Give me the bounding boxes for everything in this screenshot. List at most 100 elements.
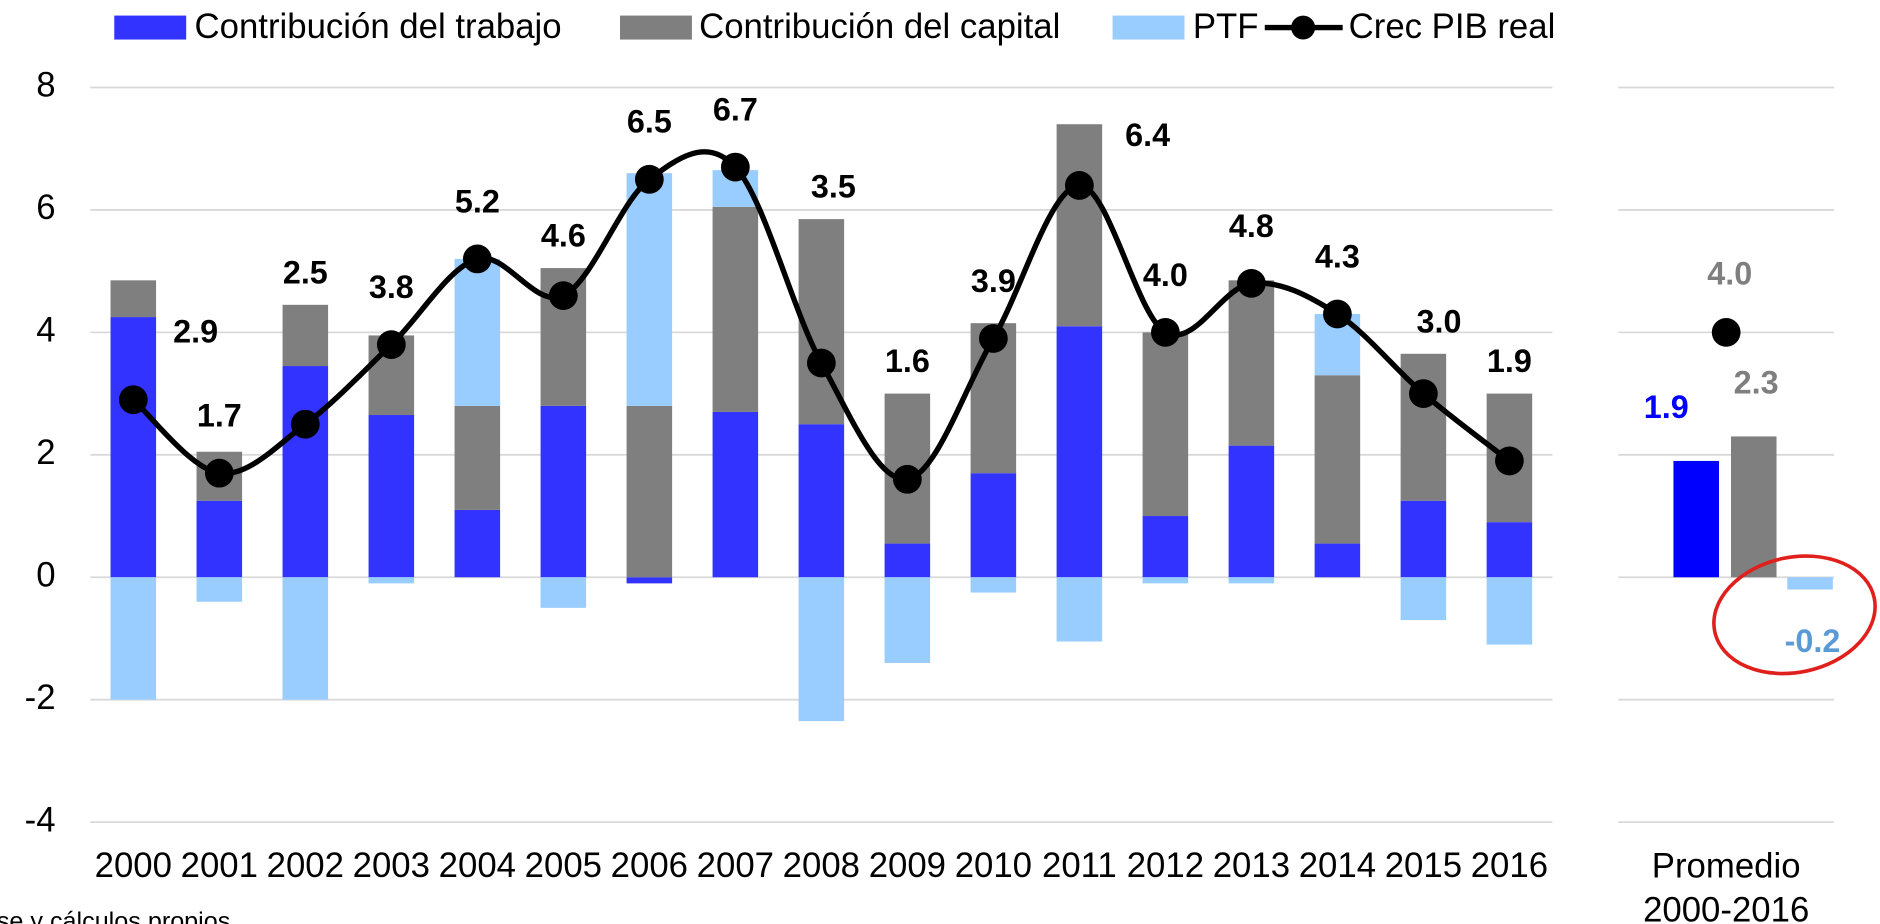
line-point xyxy=(1237,269,1266,298)
line-point xyxy=(978,324,1008,353)
x-tick-label: 2002 xyxy=(267,847,344,885)
data-label: 1.7 xyxy=(197,398,242,434)
y-tick-label: -4 xyxy=(25,801,56,839)
line-point xyxy=(1495,446,1524,476)
bar-segment xyxy=(1314,543,1361,578)
x-tick-label: 2011 xyxy=(1042,847,1117,885)
bar-segment xyxy=(884,577,931,663)
bar-segment xyxy=(110,280,157,318)
data-label: 1.9 xyxy=(1487,343,1532,379)
x-tick-label: 2003 xyxy=(353,847,430,885)
data-label: 6.4 xyxy=(1125,117,1170,153)
bar-segment xyxy=(798,424,845,578)
bar-segment xyxy=(540,405,587,578)
line-point xyxy=(1150,317,1180,347)
bar-segment xyxy=(1056,577,1103,642)
bar-segment xyxy=(368,577,415,584)
bar-segment xyxy=(454,258,501,406)
y-tick-label: 2 xyxy=(36,434,55,472)
highlight-circle xyxy=(1712,554,1877,676)
data-label: 1.6 xyxy=(885,343,930,379)
data-label: 4.8 xyxy=(1229,208,1274,244)
legend-swatch xyxy=(620,15,692,40)
bar-segment xyxy=(454,509,501,578)
data-label: 2.3 xyxy=(1734,364,1779,400)
data-label: 3.5 xyxy=(811,169,856,205)
legend-swatch xyxy=(114,15,187,40)
bar-segment xyxy=(1486,522,1533,578)
legend-label: Crec PIB real xyxy=(1349,8,1556,46)
x-tick-label: 2007 xyxy=(697,847,774,885)
x-tick-label: 2016 xyxy=(1471,847,1548,885)
bar-segment xyxy=(1400,500,1447,578)
line-point xyxy=(290,409,320,439)
bar-segment xyxy=(1228,445,1275,578)
data-label: 6.7 xyxy=(713,91,758,127)
bar-segment xyxy=(368,415,415,578)
legend-label: PTF xyxy=(1193,8,1259,46)
data-label: 4.3 xyxy=(1315,238,1360,274)
bar-segment xyxy=(712,206,759,412)
data-label: 4.0 xyxy=(1143,257,1188,293)
line-point xyxy=(118,385,148,415)
y-tick-label: 8 xyxy=(36,67,55,105)
data-label: -0.2 xyxy=(1785,623,1841,659)
line-point xyxy=(1711,317,1741,347)
x-tick-label: 2013 xyxy=(1213,847,1290,885)
bar-segment xyxy=(970,473,1017,578)
bar-segment xyxy=(626,173,673,406)
bar-segment xyxy=(282,577,329,700)
data-label: 6.5 xyxy=(627,104,672,140)
bar-segment xyxy=(196,500,243,578)
x-tick-label: 2009 xyxy=(869,847,946,885)
bar-segment xyxy=(540,577,587,608)
y-tick-label: -2 xyxy=(25,679,56,717)
bar-segment xyxy=(282,366,329,578)
x-tick-label: 2005 xyxy=(525,847,602,885)
line-point xyxy=(634,164,664,194)
bar-segment xyxy=(282,304,329,367)
x-tick-label: 2001 xyxy=(181,847,258,885)
bar-segment xyxy=(712,411,759,578)
data-label: 4.6 xyxy=(541,218,586,254)
bar-segment xyxy=(1056,124,1103,327)
bar xyxy=(1787,577,1833,590)
legend-swatch xyxy=(1112,15,1185,40)
line-point xyxy=(1409,379,1438,408)
bar-segment xyxy=(1486,577,1533,645)
bar-segment xyxy=(1056,326,1103,578)
line-point xyxy=(892,464,922,494)
bar-segment xyxy=(798,577,845,722)
bar-segment xyxy=(1142,332,1189,517)
bar-segment xyxy=(1314,375,1361,544)
line-point xyxy=(720,152,750,182)
x-tick-label: Promedio 2000-2016 xyxy=(1643,847,1810,924)
line-point xyxy=(462,244,492,274)
bar xyxy=(1730,436,1777,578)
bar-segment xyxy=(1400,577,1447,621)
data-label: 2.9 xyxy=(173,313,218,349)
legend-label: Contribución del capital xyxy=(699,8,1060,46)
bar-segment xyxy=(110,317,157,578)
line-point xyxy=(548,281,578,311)
x-tick-label: 2014 xyxy=(1299,847,1376,885)
legend-label: Contribución del trabajo xyxy=(195,8,562,46)
y-tick-label: 6 xyxy=(36,189,55,227)
bar-segment xyxy=(1142,577,1189,584)
data-label: 3.8 xyxy=(369,269,414,305)
data-label: 5.2 xyxy=(455,183,500,219)
x-tick-label: 2000 xyxy=(95,847,172,885)
bar-segment xyxy=(970,577,1017,593)
line-point xyxy=(806,348,836,378)
x-tick-label: 2010 xyxy=(955,847,1032,885)
data-label: 1.9 xyxy=(1644,389,1689,425)
line-point xyxy=(204,458,234,488)
x-tick-label: 2012 xyxy=(1127,847,1204,885)
source-note: se y cálculos propios xyxy=(0,907,230,924)
data-label: 2.5 xyxy=(283,254,328,290)
bar xyxy=(1673,460,1719,578)
x-tick-label: 2004 xyxy=(439,847,516,885)
bar-segment xyxy=(110,577,157,700)
bar-segment xyxy=(626,405,673,578)
line-point xyxy=(1323,299,1352,329)
